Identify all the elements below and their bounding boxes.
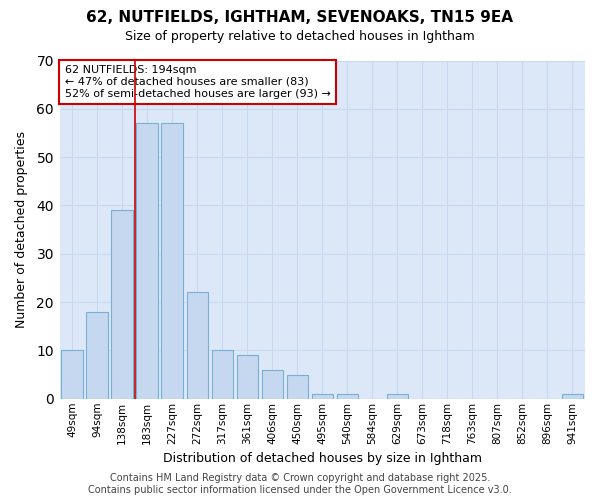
Bar [112, 210, 133, 399]
Bar [562, 394, 583, 399]
Text: 62, NUTFIELDS, IGHTHAM, SEVENOAKS, TN15 9EA: 62, NUTFIELDS, IGHTHAM, SEVENOAKS, TN15 … [86, 10, 514, 25]
Bar [337, 394, 358, 399]
Bar [386, 394, 408, 399]
Bar [212, 350, 233, 399]
Bar [287, 374, 308, 399]
Bar [61, 350, 83, 399]
X-axis label: Distribution of detached houses by size in Ightham: Distribution of detached houses by size … [163, 452, 482, 465]
Y-axis label: Number of detached properties: Number of detached properties [15, 131, 28, 328]
Text: Size of property relative to detached houses in Ightham: Size of property relative to detached ho… [125, 30, 475, 43]
Bar [236, 356, 258, 399]
Text: 62 NUTFIELDS: 194sqm
← 47% of detached houses are smaller (83)
52% of semi-detac: 62 NUTFIELDS: 194sqm ← 47% of detached h… [65, 66, 331, 98]
Bar [187, 292, 208, 399]
Text: Contains HM Land Registry data © Crown copyright and database right 2025.
Contai: Contains HM Land Registry data © Crown c… [88, 474, 512, 495]
Bar [86, 312, 107, 399]
Bar [311, 394, 333, 399]
Bar [262, 370, 283, 399]
Bar [136, 124, 158, 399]
Bar [161, 124, 183, 399]
